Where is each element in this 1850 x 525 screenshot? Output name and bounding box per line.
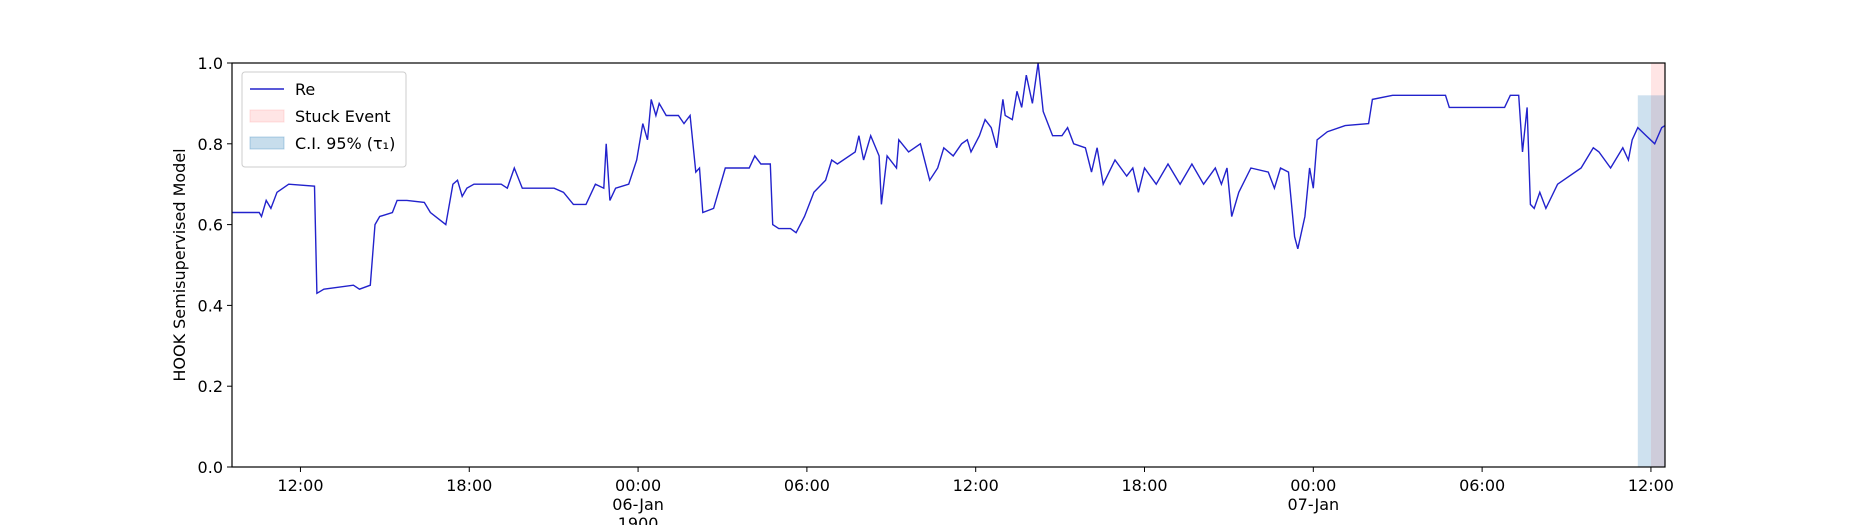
legend-patch [249, 136, 285, 150]
y-tick-label: 0.8 [198, 135, 223, 154]
line-series [232, 62, 1666, 295]
legend-patch [249, 109, 285, 123]
y-tick-label: 0.2 [198, 377, 223, 396]
x-tick-label: 00:00 07-Jan [1287, 476, 1339, 514]
plot-frame [231, 62, 1666, 468]
y-axis-label: HOOK Semisupervised Model [170, 148, 189, 381]
band [1650, 63, 1665, 467]
x-tick-label: 06:00 [1459, 476, 1505, 495]
legend-label: C.I. 95% (τ₁) [295, 134, 395, 153]
x-tick-label: 12:00 [953, 476, 999, 495]
x-tick-label: 18:00 [446, 476, 492, 495]
x-tick-label: 12:00 [277, 476, 323, 495]
legend-label: Re [295, 80, 315, 99]
y-tick-label: 1.0 [198, 54, 223, 73]
band [1637, 95, 1665, 467]
x-tick-label: 12:00 [1628, 476, 1674, 495]
y-tick-label: 0.0 [198, 458, 223, 477]
x-tick-label: 06:00 [784, 476, 830, 495]
x-tick-label: 00:00 06-Jan 1900 [612, 476, 664, 525]
x-tick-label: 18:00 [1121, 476, 1167, 495]
y-tick-label: 0.4 [198, 296, 223, 315]
y-tick-label: 0.6 [198, 216, 223, 235]
legend-label: Stuck Event [295, 107, 391, 126]
legend-box [241, 71, 407, 168]
